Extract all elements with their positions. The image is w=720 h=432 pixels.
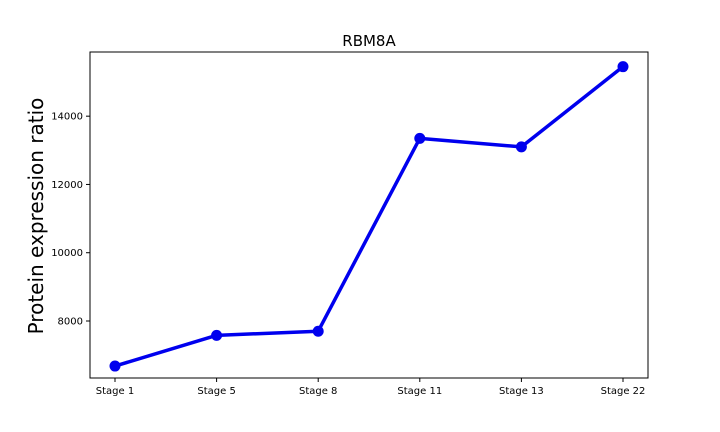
x-tick-label: Stage 22: [601, 386, 646, 397]
x-tick-label: Stage 11: [397, 386, 442, 397]
y-tick-label: 12000: [51, 180, 83, 191]
data-point: [211, 329, 223, 341]
chart-title: RBM8A: [342, 32, 396, 50]
x-tick-label: Stage 1: [96, 386, 134, 397]
data-point: [109, 360, 121, 372]
data-point: [515, 141, 527, 153]
y-tick-label: 10000: [51, 248, 83, 259]
x-tick-label: Stage 13: [499, 386, 544, 397]
data-point: [414, 132, 426, 144]
data-point: [312, 325, 324, 337]
series-line: [114, 65, 625, 368]
y-tick-label: 8000: [58, 316, 83, 327]
series-layer: [109, 61, 629, 372]
x-axis: Stage 1 Stage 5 Stage 8 Stage 11 Stage 13 Sta…: [96, 378, 646, 397]
y-axis: 8000 10000 12000 14000: [51, 112, 90, 327]
y-axis-label: Protein expression ratio: [24, 98, 48, 335]
x-tick-label: Stage 5: [197, 386, 235, 397]
plot-area-frame: [89, 51, 649, 379]
y-tick-label: 14000: [51, 112, 83, 123]
data-point: [617, 61, 629, 73]
x-tick-label: Stage 8: [299, 386, 337, 397]
